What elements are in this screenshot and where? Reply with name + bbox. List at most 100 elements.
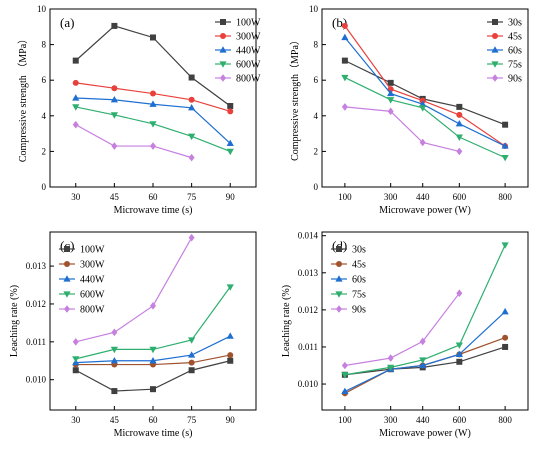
data-point	[72, 367, 79, 374]
legend-entry: 600W	[215, 60, 261, 71]
data-point	[188, 133, 196, 141]
legend-entry: 600W	[59, 290, 105, 301]
data-point	[188, 103, 196, 111]
legend-marker	[220, 74, 226, 82]
data-point	[110, 95, 118, 103]
series-60s	[341, 307, 509, 395]
x-tick-label: 600	[453, 192, 467, 202]
legend-marker	[64, 305, 70, 313]
data-point	[341, 372, 349, 379]
series-line	[344, 292, 460, 367]
data-point	[111, 388, 118, 395]
series-440W	[72, 94, 234, 146]
y-tick-label: 0.010	[298, 379, 319, 389]
legend-entry: 60s	[331, 275, 366, 286]
series-line	[344, 60, 506, 126]
data-point	[455, 342, 463, 349]
legend-label: 30s	[508, 18, 522, 29]
legend-label: 100W	[236, 18, 261, 29]
data-point	[111, 22, 118, 29]
legend-marker	[64, 261, 70, 267]
legend-marker	[492, 33, 498, 39]
y-tick-label: 4	[314, 111, 319, 121]
data-point	[501, 142, 509, 149]
data-point	[502, 121, 509, 128]
series-100W	[72, 357, 234, 395]
legend-label: 800W	[80, 305, 105, 316]
legend-entry: 60s	[487, 46, 522, 57]
y-tick-label: 2	[314, 146, 319, 156]
x-axis-title: Microwave time (s)	[114, 205, 193, 216]
x-tick-label: 90	[226, 192, 236, 202]
y-tick-label: 0.012	[26, 299, 46, 309]
legend-label: 90s	[352, 305, 366, 316]
chart-panel-3: 30 45 60 75 90 0.010 0.011 0.012 0.013 Microwave …	[9, 231, 257, 439]
x-tick-label: 45	[110, 415, 120, 425]
data-point	[188, 359, 195, 366]
y-axis-title: Compressive strength（MPa）	[289, 35, 301, 161]
data-point	[188, 367, 195, 374]
data-point	[419, 357, 427, 364]
series-line	[75, 82, 231, 112]
data-point	[149, 346, 157, 354]
x-tick-label: 45	[110, 192, 120, 202]
data-point	[419, 337, 426, 346]
legend-marker	[219, 61, 227, 68]
x-axis-title: Microwave power (W)	[379, 428, 471, 439]
y-tick-label: 0.010	[26, 375, 47, 385]
y-tick-label: 6	[314, 75, 319, 85]
y-tick-label: 4	[42, 111, 47, 121]
y-tick-label: 6	[42, 75, 47, 85]
legend-entry: 30s	[487, 18, 522, 29]
legend-marker	[336, 246, 342, 252]
plot-frame	[321, 8, 529, 188]
data-point	[149, 100, 157, 107]
x-tick-label: 75	[187, 192, 197, 202]
data-point	[455, 120, 463, 127]
x-tick-label: 600	[453, 415, 467, 425]
legend-entry: 30s	[331, 245, 366, 256]
data-point	[110, 112, 118, 119]
y-tick-label: 0	[42, 182, 47, 192]
legend-label: 300W	[80, 260, 105, 271]
legend-label: 60s	[352, 275, 366, 286]
x-tick-label: 300	[384, 192, 398, 202]
y-tick-label: 0.012	[298, 305, 318, 315]
data-point	[419, 105, 427, 112]
x-tick-label: 90	[226, 415, 236, 425]
data-point	[456, 111, 463, 118]
y-axis-title: Leaching rate (%)	[9, 285, 20, 357]
legend-marker	[64, 246, 70, 252]
series-line	[75, 124, 192, 159]
y-tick-label: 2	[42, 146, 47, 156]
series-75s	[341, 74, 509, 162]
legend-entry: 800W	[59, 305, 105, 316]
data-point	[341, 387, 349, 395]
legend-entry: 100W	[215, 18, 261, 29]
data-point	[72, 57, 79, 64]
legend-label: 90s	[508, 74, 522, 85]
data-point	[341, 103, 348, 111]
data-point	[72, 356, 80, 363]
y-axis-title: Compressive strength （MPa）	[17, 34, 29, 162]
series-line	[344, 311, 506, 392]
data-point	[502, 343, 509, 350]
data-point	[188, 337, 196, 344]
y-tick-label: 0.011	[26, 337, 46, 347]
data-point	[341, 22, 348, 29]
data-point	[387, 89, 395, 97]
x-tick-label: 75	[187, 415, 197, 425]
legend-marker	[219, 46, 227, 53]
x-tick-label: 30	[71, 415, 81, 425]
data-point	[501, 242, 509, 249]
y-tick-label: 0	[314, 182, 319, 192]
legend-marker	[335, 275, 343, 282]
legend-label: 45s	[508, 32, 522, 43]
chart-panel-1: 30 45 60 75 90 0 2 4 6 8 10 Microwave time (s) Compr…	[17, 4, 261, 216]
legend-marker	[491, 46, 499, 53]
y-tick-label: 10	[309, 4, 319, 14]
y-tick-label: 8	[314, 40, 319, 50]
data-point	[341, 57, 348, 64]
legend-entry: 100W	[59, 245, 105, 256]
